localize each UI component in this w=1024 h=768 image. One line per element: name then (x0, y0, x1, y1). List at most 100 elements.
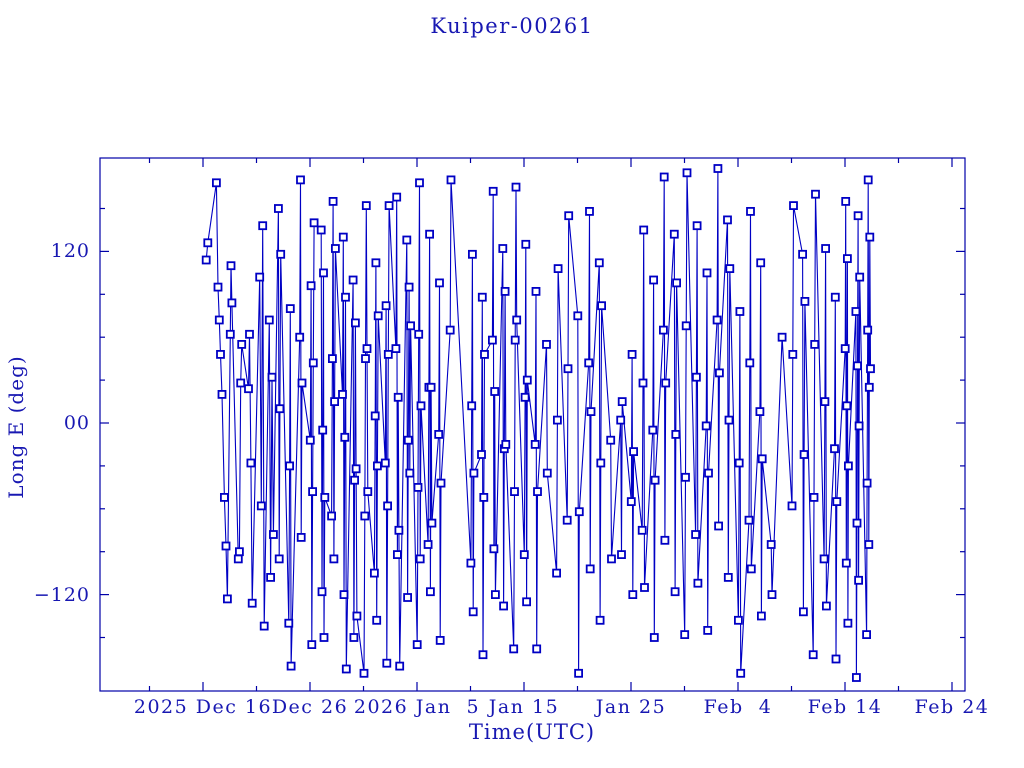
data-point-marker (594, 258, 604, 268)
data-point-marker (584, 358, 594, 368)
data-point-marker (359, 668, 369, 678)
data-point-marker (276, 249, 286, 259)
data-point-marker (245, 329, 254, 339)
data-point-marker (660, 535, 670, 545)
data-point-marker (489, 544, 499, 554)
data-point-marker (319, 268, 328, 278)
data-point-marker (798, 249, 807, 259)
data-point-marker (542, 339, 551, 349)
data-point-marker (362, 344, 372, 354)
data-point-marker (830, 292, 840, 302)
data-point-marker (755, 407, 765, 417)
data-point-marker (393, 392, 403, 402)
data-point-marker (435, 278, 444, 288)
data-point-marker (490, 387, 500, 396)
data-point-marker (564, 211, 574, 221)
data-point-marker (533, 487, 542, 497)
data-point-marker (672, 278, 681, 288)
data-point-marker (341, 664, 351, 674)
data-point-marker (648, 425, 658, 435)
data-point-marker (406, 321, 416, 331)
data-point-marker (258, 221, 268, 231)
data-point-marker (501, 439, 511, 449)
data-point-marker (627, 349, 637, 359)
data-point-marker (713, 164, 723, 173)
data-point-marker (735, 307, 745, 316)
data-point-marker (416, 401, 426, 411)
data-point-marker (734, 615, 743, 625)
data-point-marker (295, 332, 305, 342)
data-point-marker (382, 658, 392, 668)
data-point-marker (820, 397, 830, 407)
data-point-marker (522, 597, 531, 607)
data-point-marker (864, 540, 874, 549)
data-point-marker (201, 255, 211, 265)
data-point-marker (864, 382, 874, 392)
data-point-marker (723, 573, 733, 582)
data-point-marker (403, 435, 413, 445)
data-point-marker (703, 626, 713, 635)
data-point-marker (617, 397, 627, 407)
data-point-marker (233, 554, 243, 564)
data-point-marker (219, 492, 229, 502)
data-point-marker (542, 468, 552, 478)
data-point-marker (237, 339, 247, 349)
data-point-marker (413, 482, 423, 492)
data-point-marker (862, 478, 872, 488)
data-point-marker (392, 192, 402, 202)
data-point-marker (256, 501, 266, 511)
data-point-marker (246, 458, 256, 468)
data-point-marker (500, 286, 510, 296)
data-point-marker (789, 201, 798, 211)
data-point-marker (626, 497, 636, 507)
data-point-marker (746, 206, 755, 216)
data-point-marker (308, 358, 318, 368)
data-point-marker (341, 292, 350, 302)
data-point-marker (338, 389, 347, 399)
data-point-marker (285, 461, 295, 471)
data-point-marker (574, 668, 583, 678)
data-point-marker (573, 311, 583, 321)
data-point-marker (330, 244, 340, 253)
data-point-marker (756, 258, 766, 268)
data-series-line (205, 168, 872, 678)
data-point-marker (369, 568, 379, 578)
data-point-marker (637, 525, 647, 535)
data-point-marker (736, 668, 746, 678)
data-point-marker (562, 515, 572, 525)
data-point-marker (840, 344, 850, 354)
data-point-marker (244, 384, 253, 394)
data-point-marker (477, 292, 487, 302)
data-point-marker (522, 375, 532, 385)
data-point-marker (327, 511, 337, 521)
data-point-marker (425, 587, 435, 597)
data-point-marker (392, 550, 402, 559)
data-point-marker (348, 275, 358, 285)
data-point-marker (831, 654, 841, 664)
data-point-marker (266, 573, 276, 582)
data-point-marker (510, 487, 519, 497)
chart-title: Kuiper-00261 (430, 14, 594, 38)
data-point-marker (360, 511, 370, 521)
data-point-marker (777, 332, 787, 342)
y-tick-label: 00 (63, 412, 90, 434)
data-point-marker (866, 364, 875, 374)
data-point-marker (436, 478, 446, 488)
data-point-marker (415, 554, 425, 564)
data-point-marker (383, 349, 393, 359)
data-point-marker (671, 429, 681, 439)
data-point-marker (852, 518, 862, 528)
data-point-marker (531, 286, 541, 296)
data-point-marker (511, 182, 521, 192)
data-point-marker (842, 401, 852, 411)
data-point-marker (264, 315, 274, 325)
data-point-marker (213, 282, 223, 292)
data-point-marker (855, 272, 865, 282)
data-point-marker (297, 378, 307, 388)
data-point-marker (595, 615, 605, 625)
data-point-marker (227, 298, 237, 308)
data-point-marker (340, 432, 350, 442)
data-point-marker (217, 389, 227, 399)
data-point-marker (309, 218, 319, 228)
